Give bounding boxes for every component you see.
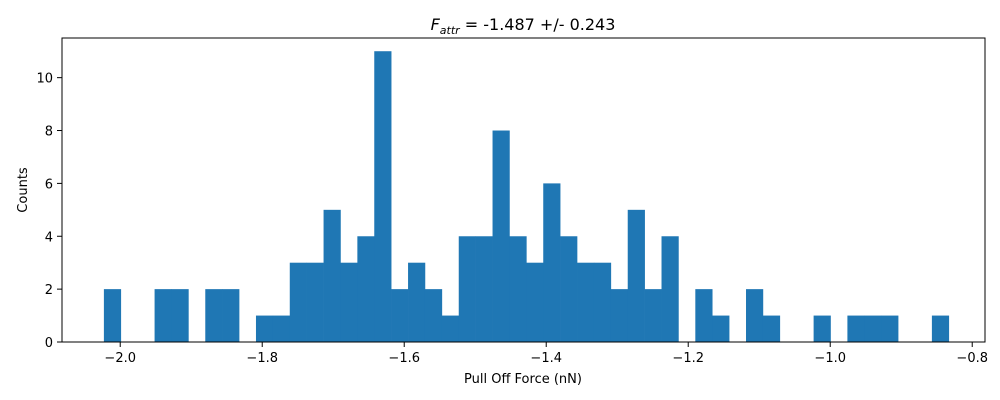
x-tick-label: −1.4 xyxy=(530,351,562,366)
histogram-bar xyxy=(577,262,595,342)
histogram-bar xyxy=(644,289,662,342)
y-tick-label: 6 xyxy=(45,177,53,192)
histogram-bar xyxy=(526,262,544,342)
histogram-bar xyxy=(509,236,527,342)
histogram-bar xyxy=(205,289,223,342)
y-tick-label: 4 xyxy=(45,230,53,245)
histogram-bar xyxy=(492,130,510,342)
histogram-bar xyxy=(864,315,882,342)
x-axis-label: Pull Off Force (nN) xyxy=(464,372,582,387)
histogram-bar xyxy=(424,289,443,342)
x-tick-label: −1.0 xyxy=(814,351,846,366)
histogram-bar xyxy=(289,262,307,342)
histogram-bar xyxy=(813,315,831,342)
x-tick-label: −2.0 xyxy=(104,351,136,366)
histogram-bar xyxy=(695,289,713,342)
histogram-bar xyxy=(255,315,274,342)
histogram-bar xyxy=(323,209,341,342)
title-symbol: F xyxy=(431,15,441,34)
histogram-bar xyxy=(408,262,426,342)
histogram-bar xyxy=(560,236,578,342)
histogram-bar xyxy=(306,262,324,342)
histogram-bar xyxy=(627,209,645,342)
histogram-bar xyxy=(475,236,493,342)
histogram-bar xyxy=(881,315,899,342)
histogram-bar xyxy=(103,289,122,342)
histogram-bar xyxy=(391,289,409,342)
histogram-bar xyxy=(171,289,189,342)
histogram-bar xyxy=(154,289,172,342)
y-axis-label: Counts xyxy=(16,167,31,213)
histogram-bar xyxy=(441,315,460,342)
histogram-bar xyxy=(272,315,291,342)
histogram-bar xyxy=(746,289,764,342)
y-tick-label: 0 xyxy=(45,336,53,351)
histogram-bar xyxy=(222,289,240,342)
title-value: = -1.487 +/- 0.243 xyxy=(460,15,616,34)
histogram-bar xyxy=(543,183,561,342)
histogram-bar xyxy=(661,236,679,342)
histogram-bar xyxy=(593,262,612,342)
title-subscript: attr xyxy=(440,24,461,37)
x-tick-label: −0.8 xyxy=(956,351,988,366)
histogram-bar xyxy=(357,236,375,342)
histogram-bars xyxy=(103,51,950,342)
histogram-bar xyxy=(847,315,865,342)
y-tick-label: 10 xyxy=(36,72,53,87)
x-tick-label: −1.2 xyxy=(672,351,704,366)
histogram-bar xyxy=(610,289,629,342)
histogram-bar xyxy=(340,262,358,342)
histogram-bar xyxy=(458,236,476,342)
y-axis: 0 2 4 6 8 10 xyxy=(36,72,62,351)
x-tick-label: −1.8 xyxy=(246,351,278,366)
histogram-bar xyxy=(374,51,392,342)
y-tick-label: 2 xyxy=(45,283,53,298)
y-tick-label: 8 xyxy=(45,125,53,140)
histogram-bar xyxy=(762,315,781,342)
x-tick-label: −1.6 xyxy=(388,351,420,366)
x-axis: −2.0 −1.8 −1.6 −1.4 −1.2 −1.0 −0.8 xyxy=(104,342,988,366)
chart-title: Fattr = -1.487 +/- 0.243 xyxy=(431,15,616,37)
histogram-bar xyxy=(712,315,730,342)
histogram-bar xyxy=(931,315,950,342)
plot-frame xyxy=(61,37,986,343)
